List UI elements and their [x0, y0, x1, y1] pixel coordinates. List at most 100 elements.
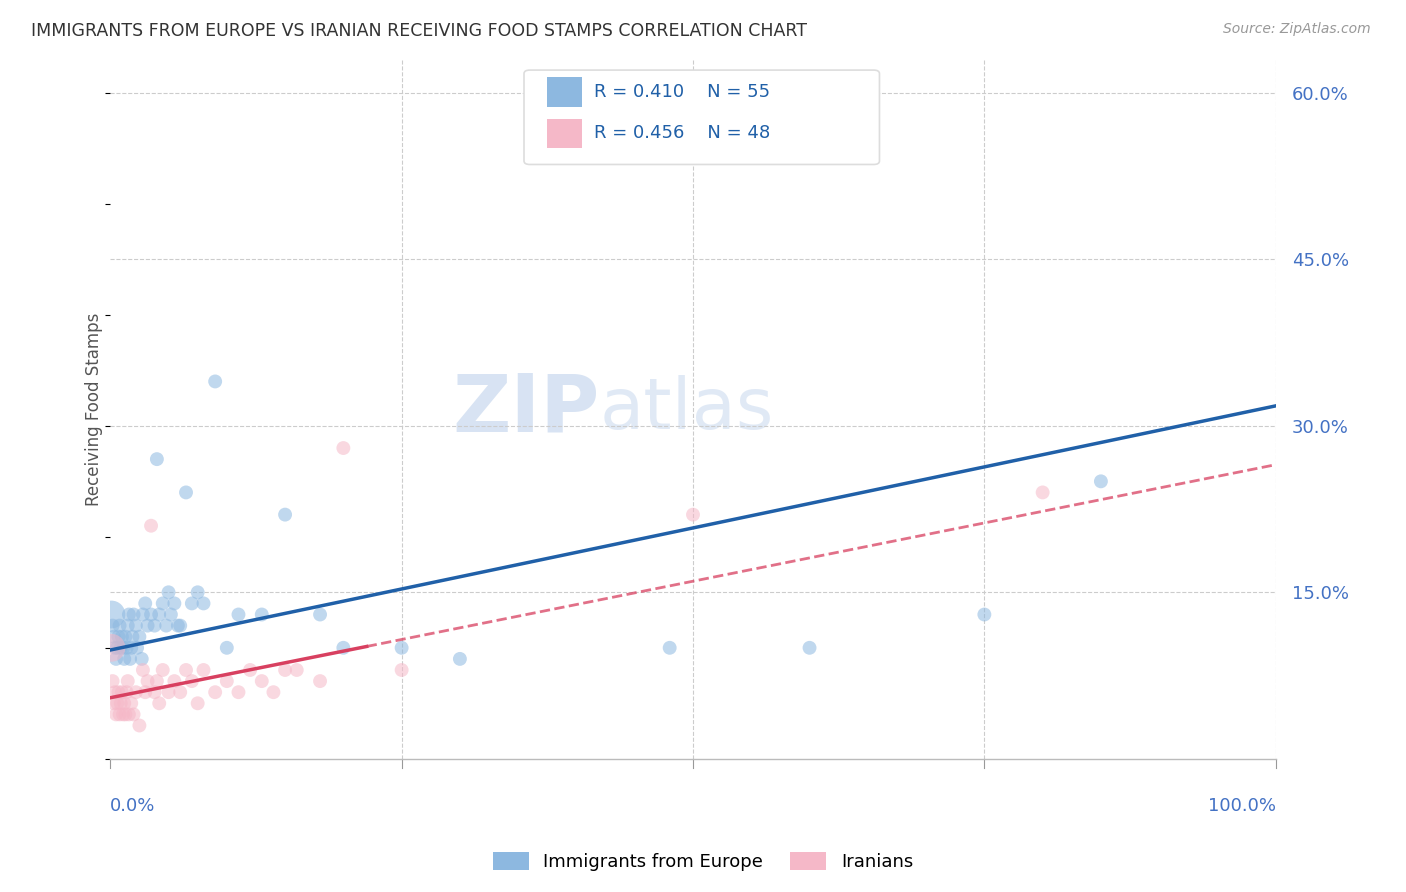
Point: [193, 663, 215, 677]
Point: [120, 652, 142, 666]
Point: [157, 585, 180, 599]
Point: [204, 685, 226, 699]
Point: [187, 585, 209, 599]
Point: [134, 596, 156, 610]
Point: [215, 640, 238, 655]
Point: [108, 618, 131, 632]
Point: [148, 696, 170, 710]
Point: [285, 663, 308, 677]
Point: [118, 707, 141, 722]
Point: [122, 707, 145, 722]
Point: [155, 618, 177, 632]
Point: [180, 674, 202, 689]
Text: IMMIGRANTS FROM EUROPE VS IRANIAN RECEIVING FOOD STAMPS CORRELATION CHART: IMMIGRANTS FROM EUROPE VS IRANIAN RECEIV…: [31, 22, 807, 40]
Point: [115, 685, 138, 699]
Point: [131, 652, 153, 666]
Point: [262, 685, 284, 699]
Text: Source: ZipAtlas.com: Source: ZipAtlas.com: [1223, 22, 1371, 37]
Point: [128, 718, 150, 732]
Point: [108, 707, 131, 722]
Point: [148, 607, 170, 622]
Point: [117, 618, 139, 632]
FancyBboxPatch shape: [547, 78, 582, 107]
Text: atlas: atlas: [600, 375, 775, 443]
Point: [973, 607, 995, 622]
Point: [110, 640, 132, 655]
Point: [163, 596, 186, 610]
Point: [107, 630, 129, 644]
Point: [143, 685, 166, 699]
Point: [167, 618, 190, 632]
Point: [187, 696, 209, 710]
FancyBboxPatch shape: [547, 119, 582, 148]
Point: [103, 630, 125, 644]
Point: [152, 596, 174, 610]
Point: [125, 640, 148, 655]
Point: [163, 674, 186, 689]
Point: [104, 685, 127, 699]
Point: [174, 485, 197, 500]
Point: [125, 618, 148, 632]
Text: 0.0%: 0.0%: [110, 797, 156, 815]
Point: [122, 607, 145, 622]
Point: [139, 518, 162, 533]
Point: [105, 707, 128, 722]
Point: [658, 640, 681, 655]
Point: [1032, 485, 1054, 500]
Point: [449, 652, 471, 666]
Point: [309, 674, 332, 689]
Point: [118, 607, 141, 622]
Point: [274, 663, 297, 677]
Point: [228, 685, 250, 699]
Point: [120, 696, 142, 710]
Point: [111, 685, 134, 699]
Text: R = 0.410    N = 55: R = 0.410 N = 55: [593, 83, 770, 101]
Point: [107, 685, 129, 699]
Point: [146, 674, 169, 689]
Point: [391, 640, 413, 655]
Text: 100.0%: 100.0%: [1208, 797, 1275, 815]
Point: [169, 618, 191, 632]
Point: [128, 630, 150, 644]
Point: [115, 640, 138, 655]
Point: [682, 508, 704, 522]
Point: [112, 640, 135, 655]
Point: [111, 630, 134, 644]
Point: [250, 674, 273, 689]
Point: [125, 685, 148, 699]
Point: [239, 663, 262, 677]
Point: [134, 685, 156, 699]
Point: [112, 707, 135, 722]
Y-axis label: Receiving Food Stamps: Receiving Food Stamps: [86, 312, 103, 506]
Point: [112, 652, 135, 666]
Point: [250, 607, 273, 622]
Point: [143, 618, 166, 632]
Point: [193, 596, 215, 610]
Point: [157, 685, 180, 699]
Point: [103, 696, 125, 710]
Point: [309, 607, 332, 622]
Point: [139, 607, 162, 622]
Text: R = 0.456    N = 48: R = 0.456 N = 48: [593, 124, 770, 142]
Point: [136, 618, 159, 632]
Point: [391, 663, 413, 677]
Point: [112, 696, 135, 710]
Point: [274, 508, 297, 522]
Legend: Immigrants from Europe, Iranians: Immigrants from Europe, Iranians: [485, 845, 921, 879]
Point: [174, 663, 197, 677]
Point: [117, 674, 139, 689]
Point: [332, 441, 354, 455]
Point: [228, 607, 250, 622]
Point: [101, 674, 124, 689]
Point: [101, 618, 124, 632]
Point: [799, 640, 821, 655]
Point: [152, 663, 174, 677]
Point: [146, 452, 169, 467]
Point: [136, 674, 159, 689]
Point: [180, 596, 202, 610]
Point: [114, 707, 136, 722]
Point: [114, 630, 136, 644]
Point: [105, 696, 128, 710]
Point: [105, 652, 128, 666]
Point: [110, 696, 132, 710]
